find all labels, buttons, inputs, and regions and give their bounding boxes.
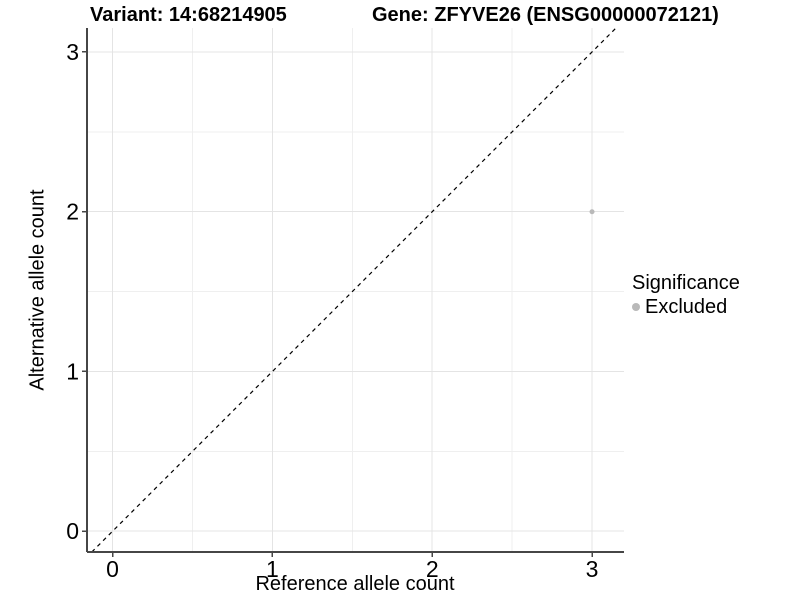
legend-point-icon <box>632 303 640 311</box>
y-axis-label: Alternative allele count <box>26 189 49 391</box>
plot-title-gene: Gene: ZFYVE26 (ENSG00000072121) <box>372 4 719 26</box>
legend-item-excluded: Excluded <box>632 295 740 319</box>
y-tick-label: 1 <box>66 358 79 384</box>
y-tick-label: 3 <box>66 39 79 65</box>
x-tick-label: 0 <box>106 556 119 582</box>
y-tick-label: 0 <box>66 518 79 544</box>
x-tick-label: 3 <box>586 556 599 582</box>
legend: Significance Excluded <box>632 271 740 319</box>
x-tick-label: 1 <box>266 556 279 582</box>
data-point <box>589 209 595 215</box>
y-tick-label: 2 <box>66 199 79 225</box>
x-tick-label: 2 <box>426 556 439 582</box>
legend-title: Significance <box>632 272 740 294</box>
x-axis-label: Reference allele count <box>255 573 455 595</box>
identity-dashed-line <box>91 27 617 553</box>
plot-title-variant: Variant: 14:68214905 <box>90 4 287 26</box>
legend-item-label: Excluded <box>645 296 728 318</box>
